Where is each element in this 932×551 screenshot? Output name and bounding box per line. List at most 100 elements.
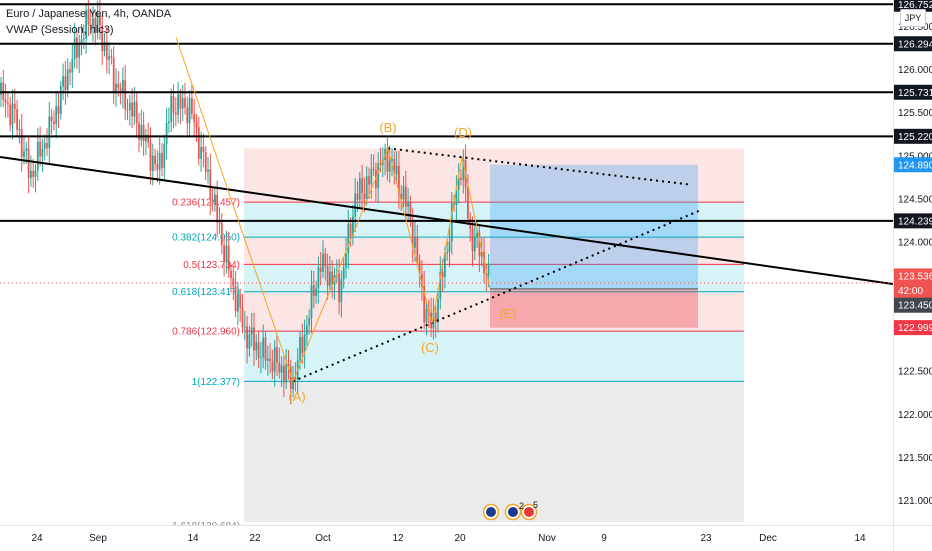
- candle-body: [122, 80, 124, 94]
- fib-level-label: 0.618(123.417): [172, 287, 240, 298]
- candle-body: [170, 95, 173, 122]
- candle-body: [444, 252, 446, 277]
- candle-body: [312, 285, 315, 297]
- event-marker-flag: [486, 507, 496, 517]
- time-scale[interactable]: [0, 525, 893, 551]
- candle-body: [269, 358, 271, 362]
- candle-body: [174, 112, 177, 115]
- candle-body: [372, 168, 375, 171]
- candle-body: [393, 158, 396, 175]
- candle-body: [32, 171, 35, 177]
- event-marker-flag: [508, 507, 518, 517]
- candle-body: [480, 251, 483, 257]
- candle-body: [66, 69, 69, 91]
- candle-body: [48, 116, 51, 149]
- candle-body: [23, 151, 25, 157]
- triangle-support-line: [292, 209, 701, 383]
- price-scale[interactable]: [893, 0, 932, 525]
- candle-body: [322, 253, 324, 272]
- candle-body: [329, 271, 331, 286]
- candle-body: [53, 121, 55, 124]
- currency-button[interactable]: JPY: [900, 9, 926, 27]
- trend-line: [0, 156, 894, 285]
- candle-body: [20, 129, 23, 157]
- candle-body: [96, 14, 99, 33]
- candle-body: [349, 223, 352, 236]
- candle-body: [145, 134, 147, 142]
- candle-body: [342, 267, 345, 280]
- scale-corner: [893, 525, 932, 551]
- candle-body: [191, 98, 193, 114]
- candle-body: [197, 127, 200, 159]
- candle-body: [485, 273, 488, 276]
- candle-body: [414, 236, 416, 248]
- candle-body: [340, 279, 343, 303]
- position-stop-zone: [490, 288, 698, 328]
- candle-body: [331, 271, 334, 285]
- position-target-zone: [490, 164, 698, 289]
- indicator-title[interactable]: VWAP (Session, hlc3): [6, 24, 114, 36]
- candle-body: [64, 76, 67, 91]
- candle-body: [163, 143, 166, 168]
- candle-body: [59, 86, 62, 114]
- candle-body: [154, 155, 156, 165]
- candle-body: [462, 159, 465, 180]
- candle-body: [356, 193, 359, 200]
- candle-body: [89, 24, 92, 27]
- candle-body: [446, 251, 449, 253]
- candle-body: [370, 168, 373, 185]
- candle-body: [36, 141, 39, 171]
- candle-body: [18, 129, 21, 131]
- candle-body: [434, 312, 437, 323]
- candle-body: [273, 347, 276, 372]
- candle-body: [184, 98, 186, 108]
- wave-label: (E): [499, 306, 516, 321]
- candle-body: [11, 103, 14, 126]
- candle-body: [108, 56, 110, 60]
- candle-body: [135, 101, 138, 123]
- candle-body: [214, 194, 216, 202]
- candle-body: [306, 325, 308, 335]
- candle-body: [395, 165, 398, 175]
- candle-body: [149, 142, 152, 171]
- candle-body: [50, 116, 53, 122]
- candle-body: [105, 41, 108, 60]
- event-count: 5: [533, 500, 538, 510]
- candle-body: [345, 253, 347, 268]
- candle-body: [82, 38, 85, 40]
- fib-zone: [244, 148, 744, 203]
- symbol-title[interactable]: Euro / Japanese Yen, 4h, OANDA: [6, 8, 172, 20]
- candle-body: [16, 109, 18, 130]
- candle-body: [78, 44, 81, 58]
- candle-body: [211, 199, 214, 202]
- candle-body: [255, 342, 258, 351]
- chart-legend: Euro / Japanese Yen, 4h, OANDA VWAP (Ses…: [6, 6, 171, 38]
- candle-body: [425, 308, 428, 323]
- candle-body: [92, 18, 94, 27]
- candle-body: [138, 122, 140, 140]
- candle-body: [30, 171, 32, 178]
- candle-body: [43, 143, 46, 149]
- fib-level-label: 0.5(123.734): [183, 260, 240, 271]
- candle-body: [9, 104, 12, 126]
- candle-body: [388, 160, 391, 172]
- candle-body: [253, 327, 255, 351]
- candle-body: [386, 148, 389, 172]
- candle-body: [218, 222, 221, 224]
- candle-body: [437, 299, 439, 323]
- candle-body: [423, 286, 426, 323]
- candle-body: [110, 56, 113, 58]
- candle-body: [301, 336, 304, 353]
- candle-body: [133, 101, 136, 117]
- candle-body: [101, 25, 104, 52]
- candle-body: [365, 176, 368, 200]
- candle-body: [276, 347, 278, 363]
- candle-body: [119, 88, 122, 94]
- candle-body: [243, 326, 246, 328]
- candle-body: [193, 113, 196, 123]
- candle-body: [140, 124, 143, 140]
- candle-body: [186, 107, 189, 124]
- candle-body: [292, 377, 294, 390]
- candle-body: [4, 99, 7, 103]
